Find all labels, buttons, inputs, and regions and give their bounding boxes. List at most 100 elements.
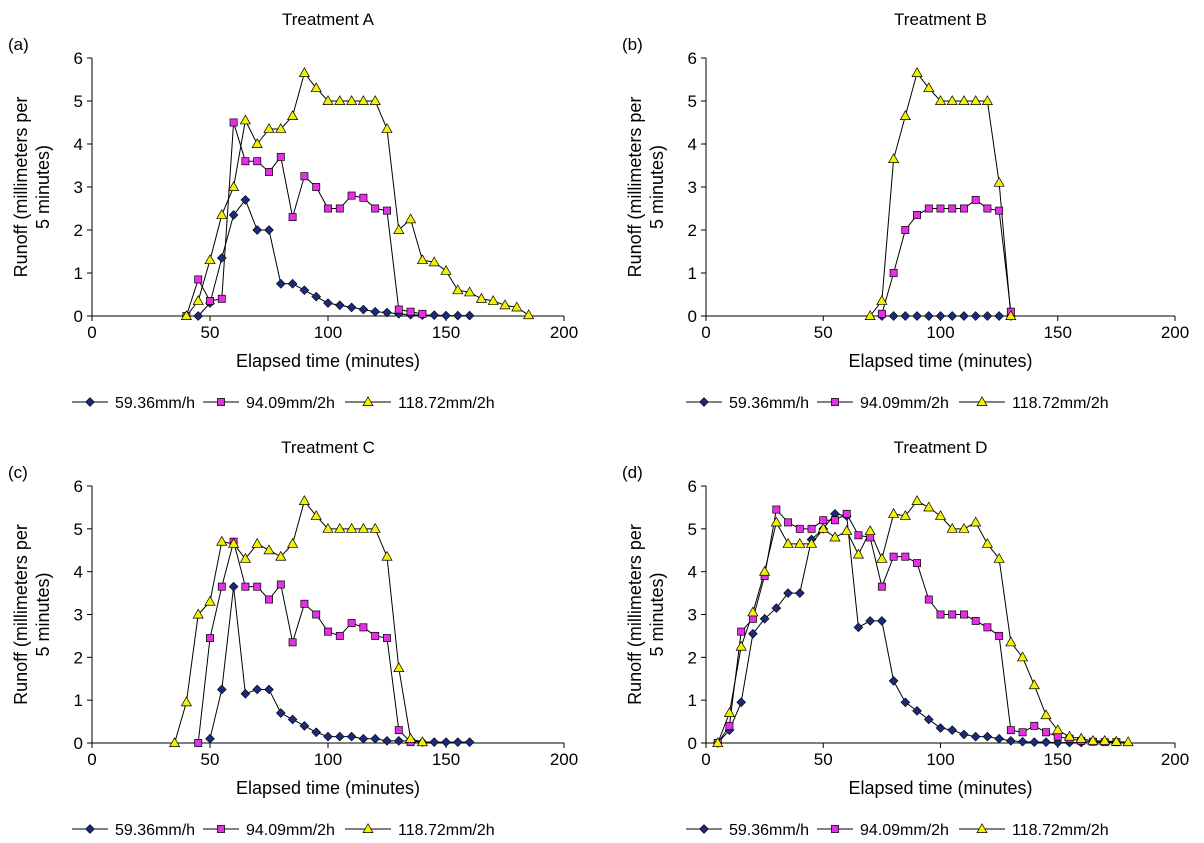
data-point bbox=[982, 731, 993, 742]
legend-marker bbox=[362, 396, 374, 406]
legend-marker bbox=[85, 397, 95, 407]
data-point bbox=[807, 524, 816, 533]
data-point bbox=[463, 286, 476, 297]
data-point bbox=[193, 311, 204, 321]
data-point bbox=[287, 714, 298, 725]
data-point bbox=[464, 310, 475, 321]
data-point bbox=[946, 522, 958, 533]
data-point bbox=[192, 608, 204, 619]
data-point bbox=[334, 522, 346, 533]
data-point bbox=[204, 254, 216, 265]
legend-item: 94.09mm/2h bbox=[203, 822, 335, 839]
x-tick-label: 150 bbox=[1044, 323, 1072, 342]
data-point bbox=[1006, 736, 1016, 746]
data-point bbox=[911, 67, 923, 78]
legend-item: 118.72mm/2h bbox=[959, 395, 1109, 412]
data-point bbox=[322, 522, 334, 533]
data-point bbox=[383, 634, 391, 643]
data-point bbox=[771, 603, 782, 613]
data-point bbox=[334, 731, 345, 742]
data-point bbox=[393, 662, 405, 672]
data-point bbox=[441, 310, 451, 321]
data-point bbox=[240, 688, 251, 699]
x-tick-label: 50 bbox=[201, 750, 220, 769]
data-point bbox=[958, 95, 970, 105]
data-point bbox=[382, 307, 392, 318]
data-point bbox=[383, 206, 391, 215]
data-point bbox=[324, 204, 332, 213]
data-point bbox=[841, 525, 853, 535]
data-point bbox=[194, 739, 203, 747]
series-line bbox=[881, 199, 1012, 314]
chart-panel: (a) Treatment A 0 1 2 3 4 5 6 0 50 100 150 200 Elapsed… bbox=[8, 10, 578, 412]
y-axis-label: Runoff (millimeters per 5 minutes) bbox=[11, 524, 53, 705]
data-point bbox=[1040, 709, 1052, 720]
legend-item: 94.09mm/2h bbox=[203, 395, 335, 412]
x-axis-label: Elapsed time (minutes) bbox=[236, 778, 420, 798]
data-point bbox=[300, 172, 309, 181]
data-point bbox=[253, 582, 262, 591]
data-point bbox=[239, 552, 252, 563]
x-tick-label: 0 bbox=[701, 323, 710, 342]
data-point bbox=[227, 181, 240, 191]
x-tick-label: 200 bbox=[1161, 750, 1189, 769]
data-point bbox=[394, 305, 403, 314]
data-point bbox=[924, 595, 933, 604]
data-point bbox=[819, 516, 828, 525]
data-point bbox=[970, 516, 982, 527]
legend-item: 118.72mm/2h bbox=[345, 395, 495, 412]
y-tick-label: 2 bbox=[688, 221, 697, 240]
data-point bbox=[947, 311, 958, 321]
data-point bbox=[310, 510, 322, 520]
data-point bbox=[357, 522, 370, 533]
data-point bbox=[737, 627, 746, 636]
y-tick-label: 1 bbox=[74, 264, 83, 283]
data-point bbox=[288, 638, 297, 647]
chart-title: Treatment D bbox=[894, 438, 988, 457]
data-point bbox=[228, 581, 239, 592]
data-point bbox=[912, 311, 922, 321]
data-point bbox=[217, 582, 226, 591]
data-point bbox=[204, 595, 216, 606]
data-point bbox=[923, 82, 935, 93]
data-point bbox=[912, 706, 922, 716]
data-point bbox=[369, 522, 381, 533]
data-point bbox=[241, 157, 250, 166]
data-point bbox=[299, 721, 310, 731]
legend-marker bbox=[362, 823, 374, 833]
chart-panel: (c) Treatment C 0 1 2 3 4 5 6 0 50 100 150 200 Elapsed… bbox=[8, 438, 578, 839]
data-point bbox=[995, 206, 1004, 215]
data-point bbox=[487, 295, 499, 305]
x-tick-label: 200 bbox=[550, 323, 578, 342]
data-point bbox=[345, 522, 358, 533]
data-point bbox=[913, 211, 922, 219]
data-point bbox=[300, 599, 309, 608]
data-point bbox=[923, 714, 934, 725]
data-point bbox=[899, 510, 911, 520]
data-point bbox=[312, 610, 321, 619]
data-point bbox=[971, 616, 980, 625]
data-point bbox=[747, 606, 759, 617]
x-axis-label: Elapsed time (minutes) bbox=[848, 778, 1032, 798]
data-point bbox=[723, 707, 736, 717]
data-point bbox=[1030, 721, 1039, 730]
x-tick-label: 0 bbox=[87, 323, 96, 342]
data-point bbox=[1017, 736, 1028, 747]
data-point bbox=[887, 507, 900, 518]
data-point bbox=[842, 509, 851, 518]
data-point bbox=[370, 733, 381, 744]
y-tick-label: 1 bbox=[688, 691, 697, 710]
data-point bbox=[216, 253, 227, 263]
y-tick-label: 0 bbox=[74, 734, 83, 753]
x-tick-label: 0 bbox=[87, 750, 96, 769]
data-point bbox=[725, 721, 734, 730]
data-point bbox=[358, 733, 369, 744]
y-axis-label-line: Runoff (millimeters per bbox=[11, 97, 31, 278]
x-tick-label: 100 bbox=[926, 323, 954, 342]
legend-item: 118.72mm/2h bbox=[959, 822, 1109, 839]
data-point bbox=[252, 225, 263, 235]
data-point bbox=[228, 210, 239, 220]
data-point bbox=[735, 640, 747, 651]
data-point bbox=[948, 610, 957, 619]
y-tick-label: 6 bbox=[74, 477, 83, 496]
